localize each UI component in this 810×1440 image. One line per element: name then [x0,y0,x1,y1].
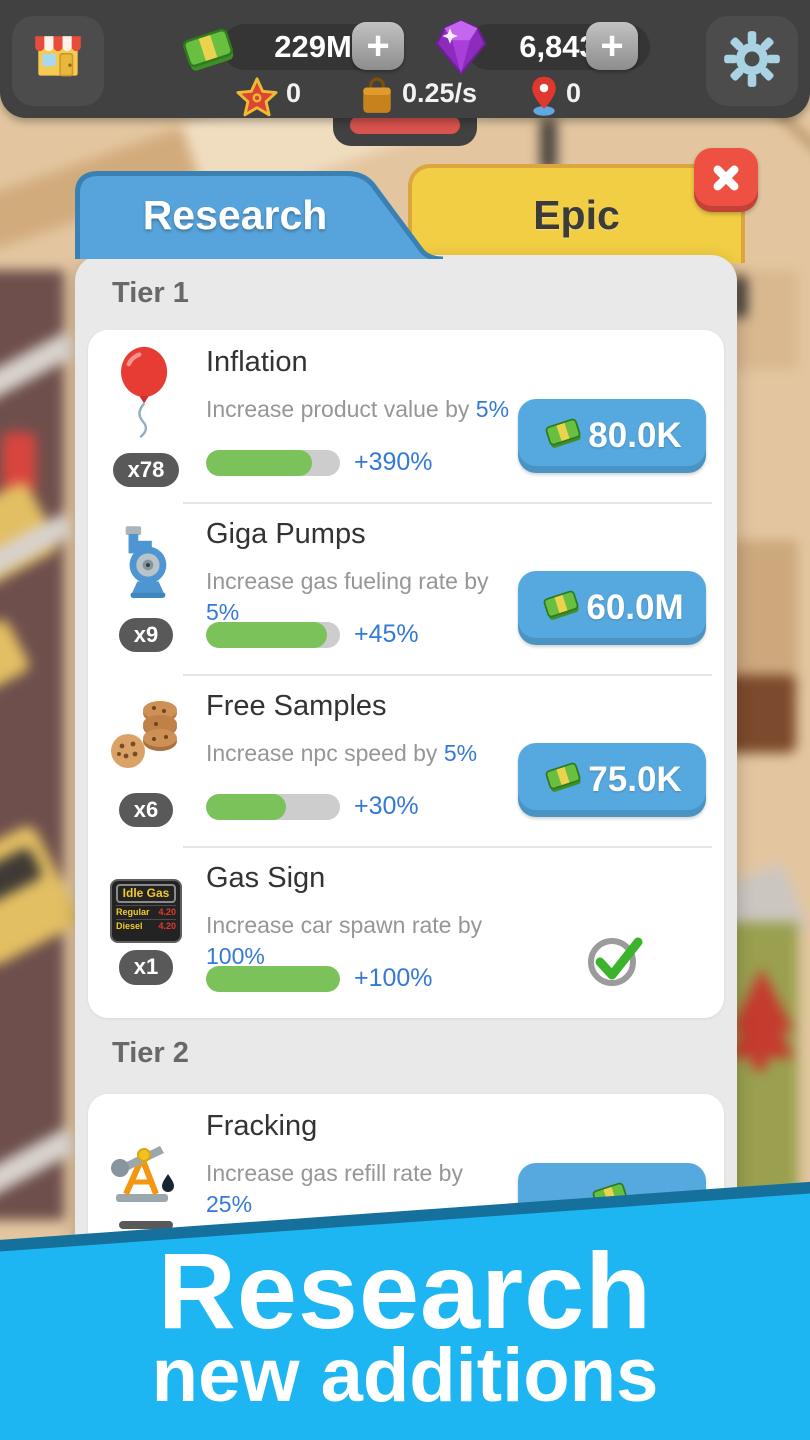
tab-research[interactable] [75,165,460,259]
buy-button[interactable]: 80.0K [518,399,706,473]
buy-button[interactable]: 60.0M [518,571,706,645]
buy-button[interactable]: 75.0K [518,743,706,817]
progress-bar [206,621,340,648]
tier-2-label: Tier 2 [112,1037,189,1069]
item-title: Inflation [206,346,308,378]
item-value: 100% [206,943,265,969]
settings-button[interactable] [706,16,798,106]
close-icon [707,159,745,202]
research-panel: Tier 1 x78 Inflation Increase product va… [75,255,737,1260]
price-label: 60.0M [586,588,684,627]
progress-bar [206,449,340,476]
banner-subtitle: new additions [151,1333,659,1418]
oil-derrick-icon [108,1131,184,1214]
total-bonus: +100% [354,964,433,992]
gear-icon [722,29,782,94]
total-bonus: +45% [354,620,419,648]
promo-banner: Research new additions [0,1150,810,1440]
shop-icon [29,30,87,93]
cookies-icon [108,693,184,786]
cash-icon [178,18,238,83]
completed-check-icon [586,930,650,988]
gas-sign-icon: Idle Gas Regular 4.20 Diesel 4.20 [110,879,182,944]
item-value: 5% [206,599,240,625]
stars-count: 0 [286,78,302,108]
visitors-count: 0 [566,78,582,108]
station-progress-bar [350,116,460,134]
research-item-inflation: x78 Inflation Increase product value by … [88,330,724,502]
pump-icon [115,524,177,611]
tab-research-label: Research [142,192,328,238]
balloon-icon [115,345,177,446]
cash-icon [540,583,582,634]
item-value: 25% [206,1191,253,1217]
item-value: 5% [443,740,478,766]
item-title: Giga Pumps [206,518,366,550]
tab-epic[interactable]: Epic [408,164,745,263]
income-rate: 0.25/s [402,78,478,108]
level-badge: x6 [118,792,174,828]
level-badge: x1 [118,950,174,985]
research-item-free-samples: x6 Free Samples Increase npc speed by 5%… [88,674,724,846]
map-pin-icon [528,74,560,123]
item-description: Increase npc speed by 5% [206,740,478,766]
research-item-gas-sign: Idle Gas Regular 4.20 Diesel 4.20 x1 Gas S… [88,846,724,1018]
npc-figure [540,118,557,172]
cash-icon [542,755,584,806]
price-label: 80.0K [588,416,682,455]
total-bonus: +30% [354,792,419,820]
price-label: 75.0K [588,760,682,799]
total-bonus: +390% [354,448,433,476]
top-bar: 229M + 6,843 + 0 0.25/s 0 [0,0,810,118]
progress-bar [206,965,340,992]
item-description: Increase gas refill rate by 25% [206,1160,463,1217]
cash-icon [542,411,584,462]
add-money-button[interactable]: + [352,22,404,70]
close-button[interactable] [694,148,758,212]
item-title: Free Samples [206,690,387,722]
item-description: Increase gas fueling rate by 5% [206,568,489,625]
level-badge: x9 [118,617,174,653]
item-title: Gas Sign [206,862,326,894]
level-badge: x78 [112,452,180,488]
item-title: Fracking [206,1110,318,1142]
tier-1-card: x78 Inflation Increase product value by … [88,330,724,1018]
progress-bar [206,793,340,820]
item-description: Increase car spawn rate by 100% [206,912,483,969]
research-item-giga-pumps: x9 Giga Pumps Increase gas fueling rate … [88,502,724,674]
add-gems-button[interactable]: + [586,22,638,70]
shop-button[interactable] [12,16,104,106]
tab-epic-label: Epic [533,192,620,238]
level-badge [119,1221,173,1229]
item-value: 5% [475,396,510,422]
bag-icon [358,74,396,123]
star-icon [236,76,278,123]
gem-icon [428,14,494,85]
banner-title: Research [157,1230,653,1351]
tier-1-label: Tier 1 [112,277,189,309]
item-description: Increase product value by 5% [206,396,510,422]
